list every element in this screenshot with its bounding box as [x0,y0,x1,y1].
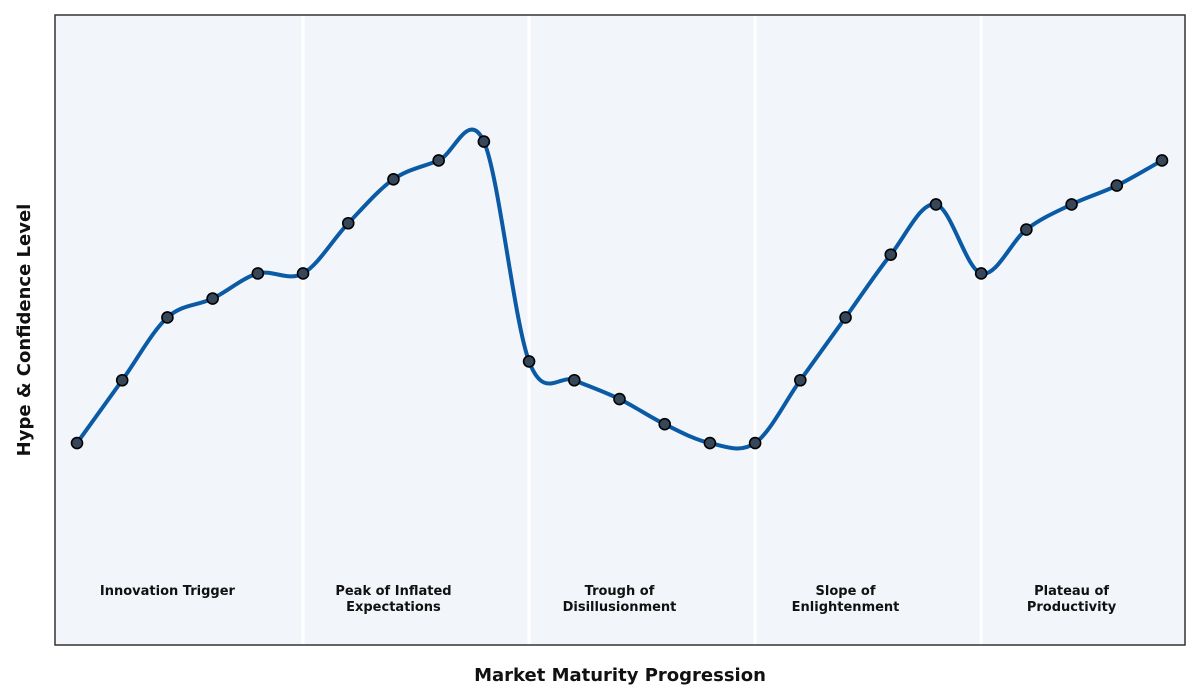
data-point [206,292,219,305]
data-point [1110,179,1124,192]
data-point [567,373,581,387]
phase-label-line: Trough of [585,584,655,599]
data-point [1020,223,1033,236]
phase-label-line: Productivity [1027,600,1117,615]
data-point [522,355,536,368]
data-point [1155,154,1169,167]
data-point [296,267,310,280]
phase-label-line: Peak of Inflated [335,584,451,599]
phase-label: Innovation Trigger [100,584,236,599]
phase-label-line: Expectations [346,600,441,615]
phase-label-line: Enlightenment [792,600,900,615]
data-point [70,436,84,450]
data-point [115,373,129,387]
data-point [658,417,672,431]
phase-labels: Innovation Trigger Peak of Inflated Expect… [100,584,1117,615]
data-point [974,267,988,280]
data-point [432,154,445,167]
phase-label: Trough of Disillusionment [563,584,677,615]
data-point [387,172,400,186]
data-point [1065,198,1078,211]
plot-background [55,15,1185,645]
phase-label: Slope of Enlightenment [792,584,900,615]
data-point [884,248,898,261]
phase-label: Peak of Inflated Expectations [335,584,451,615]
y-axis-title: Hype & Confidence Level [14,204,35,457]
data-point [929,198,943,211]
data-point [341,216,355,230]
data-point [703,436,717,450]
phase-label-line: Innovation Trigger [100,584,236,599]
data-point [613,392,626,406]
phase-label-line: Disillusionment [563,600,677,615]
plot-frame [54,14,1186,646]
data-point [161,311,174,324]
data-point [251,267,265,280]
phase-label-line: Plateau of [1034,584,1109,599]
phase-separators [301,15,983,645]
data-point [748,436,762,450]
x-axis-title: Market Maturity Progression [474,665,766,686]
data-points [70,135,1169,450]
phase-label: Plateau of Productivity [1027,584,1117,615]
data-point [794,373,807,387]
data-point [477,135,491,148]
data-point [839,311,852,324]
phase-label-line: Slope of [816,584,876,599]
